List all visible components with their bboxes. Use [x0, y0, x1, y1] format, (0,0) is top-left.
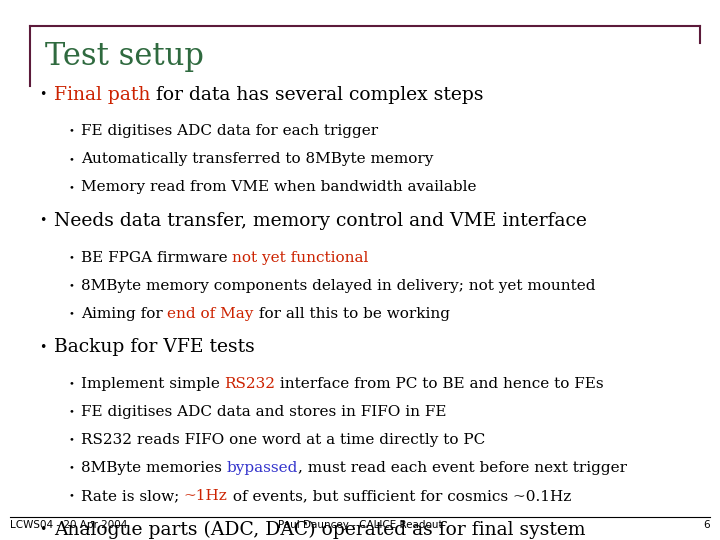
- Text: BE FPGA firmware: BE FPGA firmware: [81, 251, 232, 265]
- Text: Automatically transferred to 8MByte memory: Automatically transferred to 8MByte memo…: [81, 152, 433, 166]
- Text: Memory read from VME when bandwidth available: Memory read from VME when bandwidth avai…: [81, 180, 476, 194]
- Text: 8MByte memories: 8MByte memories: [81, 461, 226, 475]
- Text: ~1Hz: ~1Hz: [184, 489, 228, 503]
- Text: Implement simple: Implement simple: [81, 377, 225, 391]
- Text: •: •: [68, 155, 74, 164]
- Text: •: •: [68, 380, 74, 388]
- Text: Rate is slow;: Rate is slow;: [81, 489, 184, 503]
- Text: not yet functional: not yet functional: [232, 251, 369, 265]
- Text: Final path: Final path: [54, 85, 150, 104]
- Text: Aiming for: Aiming for: [81, 307, 167, 321]
- Text: end of May: end of May: [167, 307, 253, 321]
- Text: •: •: [68, 436, 74, 444]
- Text: FE digitises ADC data and stores in FIFO in FE: FE digitises ADC data and stores in FIFO…: [81, 405, 446, 419]
- Text: , must read each event before next trigger: , must read each event before next trigg…: [298, 461, 627, 475]
- Text: •: •: [40, 88, 47, 101]
- Text: •: •: [68, 253, 74, 262]
- Text: of events, but sufficient for cosmics ~0.1Hz: of events, but sufficient for cosmics ~0…: [228, 489, 571, 503]
- Text: 6: 6: [703, 520, 710, 530]
- Text: FE digitises ADC data for each trigger: FE digitises ADC data for each trigger: [81, 124, 378, 138]
- Text: •: •: [40, 523, 47, 536]
- Text: for data has several complex steps: for data has several complex steps: [150, 85, 484, 104]
- Text: Needs data transfer, memory control and VME interface: Needs data transfer, memory control and …: [54, 212, 587, 230]
- Text: Paul Dauncey - CALICE Readout: Paul Dauncey - CALICE Readout: [278, 520, 442, 530]
- Text: Backup for VFE tests: Backup for VFE tests: [54, 338, 255, 356]
- Text: •: •: [68, 183, 74, 192]
- Text: Test setup: Test setup: [45, 41, 204, 72]
- Text: •: •: [68, 309, 74, 318]
- Text: LCWS04 - 20 Apr 2004: LCWS04 - 20 Apr 2004: [10, 520, 127, 530]
- Text: interface from PC to BE and hence to FEs: interface from PC to BE and hence to FEs: [275, 377, 604, 391]
- Text: •: •: [40, 214, 47, 227]
- Text: •: •: [68, 127, 74, 136]
- Text: •: •: [40, 341, 47, 354]
- Text: •: •: [68, 464, 74, 472]
- Text: 8MByte memory components delayed in delivery; not yet mounted: 8MByte memory components delayed in deli…: [81, 279, 595, 293]
- Text: Analogue parts (ADC, DAC) operated as for final system: Analogue parts (ADC, DAC) operated as fo…: [54, 521, 585, 539]
- Text: •: •: [68, 408, 74, 416]
- Text: for all this to be working: for all this to be working: [253, 307, 449, 321]
- Text: bypassed: bypassed: [226, 461, 298, 475]
- Text: RS232 reads FIFO one word at a time directly to PC: RS232 reads FIFO one word at a time dire…: [81, 433, 485, 447]
- Text: •: •: [68, 492, 74, 501]
- Text: RS232: RS232: [225, 377, 275, 391]
- Text: •: •: [68, 281, 74, 290]
